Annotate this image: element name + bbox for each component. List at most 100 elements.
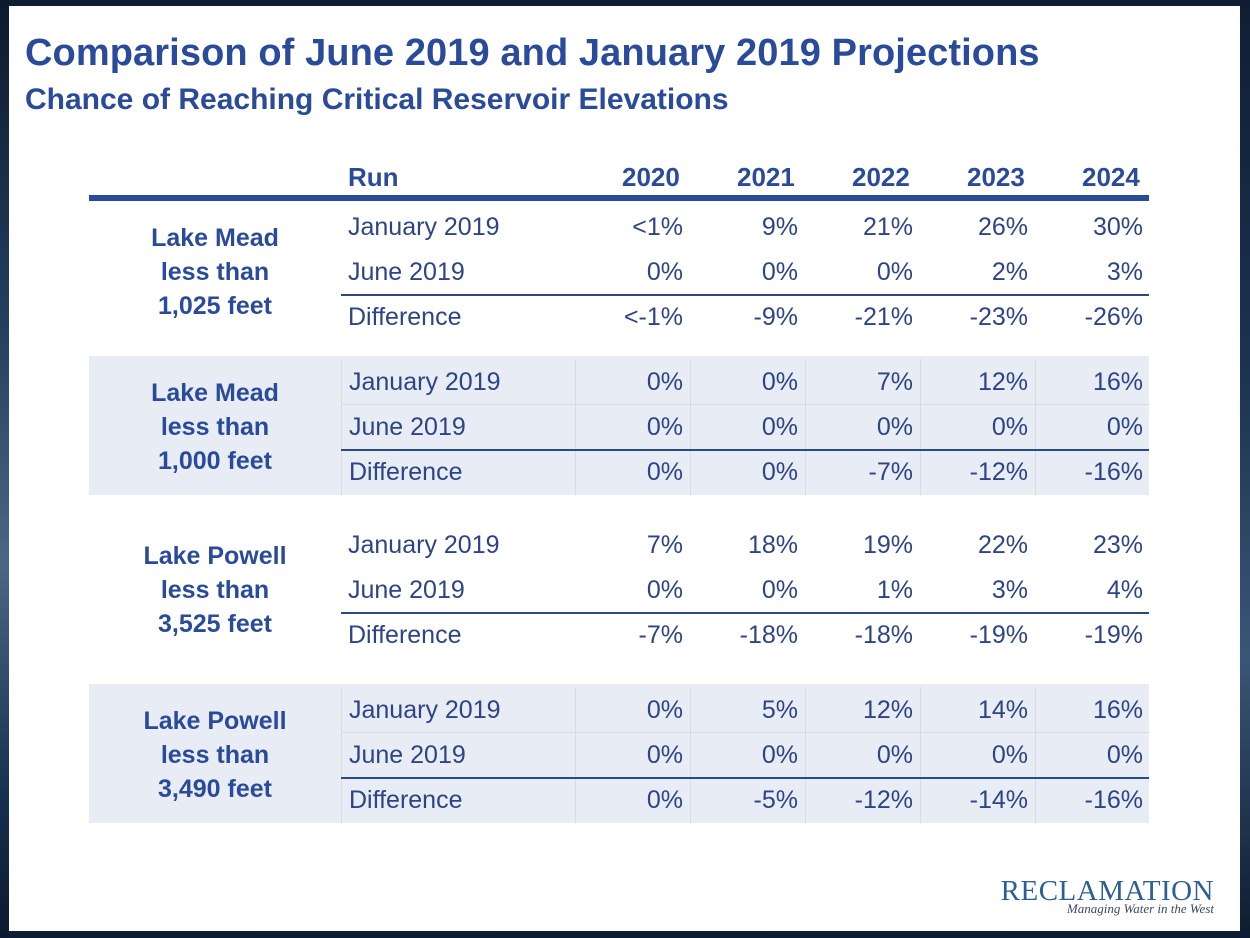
- value-cell: 19%: [862, 531, 913, 559]
- value-cell: 0%: [575, 359, 690, 405]
- slide-title: Comparison of June 2019 and January 2019…: [25, 32, 1040, 74]
- table-row: January 2019 0% 0% 7% 12% 16%: [341, 359, 1149, 405]
- run-label: June 2019: [341, 732, 575, 778]
- run-label: June 2019: [348, 576, 465, 604]
- header-run: Run: [348, 162, 399, 192]
- run-label: June 2019: [341, 404, 575, 450]
- value-cell: 0%: [1035, 732, 1150, 778]
- run-label: January 2019: [348, 213, 500, 241]
- group-label: Lake Powell less than 3,490 feet: [89, 704, 341, 806]
- table-row: June 2019 0% 0% 1% 3% 4%: [341, 567, 1149, 613]
- value-cell: 0%: [761, 576, 798, 604]
- value-cell: 0%: [920, 732, 1035, 778]
- group-label: Lake Mead less than 1,025 feet: [89, 221, 341, 323]
- table-header: Run 2020 2021 2022 2023 2024: [89, 156, 1149, 201]
- slide-panel: Comparison of June 2019 and January 2019…: [9, 6, 1240, 931]
- value-cell: -16%: [1035, 449, 1150, 495]
- value-cell: -18%: [739, 621, 798, 649]
- difference-rule: [341, 449, 1149, 451]
- run-label: January 2019: [341, 687, 575, 733]
- value-cell: 0%: [761, 258, 798, 286]
- value-cell: 0%: [575, 404, 690, 450]
- group-label-line: Lake Mead: [151, 379, 279, 407]
- value-cell: 0%: [920, 404, 1035, 450]
- value-cell: 0%: [805, 404, 920, 450]
- value-cell: 1%: [876, 576, 913, 604]
- header-year-2024: 2024: [1082, 162, 1140, 192]
- value-cell: 0%: [690, 732, 805, 778]
- group-label-line: less than: [160, 413, 270, 441]
- group-label-line: 3,490 feet: [158, 775, 272, 803]
- group-label-line: less than: [160, 741, 270, 769]
- value-cell: 0%: [690, 359, 805, 405]
- value-cell: 14%: [920, 687, 1035, 733]
- run-label: January 2019: [348, 531, 500, 559]
- value-cell: 5%: [690, 687, 805, 733]
- value-cell: 4%: [1106, 576, 1143, 604]
- value-cell: -7%: [638, 621, 683, 649]
- table-row: January 2019 <1% 9% 21% 26% 30%: [341, 204, 1149, 250]
- table-row: January 2019 0% 5% 12% 14% 16%: [341, 687, 1149, 733]
- value-cell: <-1%: [623, 303, 683, 331]
- value-cell: -7%: [805, 449, 920, 495]
- run-label: Difference: [348, 621, 462, 649]
- value-cell: 0%: [690, 449, 805, 495]
- value-cell: -5%: [690, 777, 805, 823]
- table-row: June 2019 0% 0% 0% 0% 0%: [341, 404, 1149, 450]
- group-label-line: Lake Powell: [143, 542, 287, 570]
- run-label: Difference: [348, 303, 462, 331]
- group-label-line: Lake Powell: [143, 707, 287, 735]
- value-cell: 0%: [876, 258, 913, 286]
- group-label-line: Lake Mead: [151, 224, 279, 252]
- run-label: January 2019: [341, 359, 575, 405]
- table-row: June 2019 0% 0% 0% 2% 3%: [341, 249, 1149, 295]
- group-label-line: 1,000 feet: [158, 447, 272, 475]
- value-cell: -26%: [1084, 303, 1143, 331]
- table-row: Difference 0% 0% -7% -12% -16%: [341, 449, 1149, 495]
- value-cell: 0%: [575, 449, 690, 495]
- header-rule: [89, 195, 1149, 201]
- group-label-line: 3,525 feet: [158, 610, 272, 638]
- value-cell: 22%: [977, 531, 1028, 559]
- header-year-2021: 2021: [737, 162, 795, 192]
- difference-rule: [341, 612, 1149, 614]
- value-cell: 7%: [646, 531, 683, 559]
- logo-name: RECLAMATION: [1000, 875, 1214, 907]
- value-cell: -9%: [753, 303, 798, 331]
- value-cell: -21%: [854, 303, 913, 331]
- value-cell: 2%: [991, 258, 1028, 286]
- table-row: Difference <-1% -9% -21% -23% -26%: [341, 294, 1149, 340]
- value-cell: <1%: [632, 213, 683, 241]
- reclamation-logo: RECLAMATION Managing Water in the West: [1001, 876, 1214, 917]
- value-cell: 12%: [920, 359, 1035, 405]
- value-cell: 16%: [1035, 359, 1150, 405]
- table-group: Lake Powell less than 3,490 feet January 20…: [89, 684, 1149, 823]
- table-group: Lake Mead less than 1,000 feet January 2019…: [89, 356, 1149, 495]
- slide-subtitle: Chance of Reaching Critical Reservoir El…: [25, 83, 729, 116]
- header-year-2023: 2023: [967, 162, 1025, 192]
- value-cell: -12%: [805, 777, 920, 823]
- value-cell: 0%: [646, 576, 683, 604]
- group-label-line: less than: [160, 258, 270, 286]
- group-label: Lake Powell less than 3,525 feet: [89, 539, 341, 641]
- table-row: Difference -7% -18% -18% -19% -19%: [341, 612, 1149, 658]
- value-cell: -12%: [920, 449, 1035, 495]
- value-cell: -16%: [1035, 777, 1150, 823]
- logo-tagline: Managing Water in the West: [1066, 901, 1214, 916]
- table-group: Lake Powell less than 3,525 feet January 20…: [89, 519, 1149, 659]
- value-cell: 30%: [1092, 213, 1143, 241]
- group-label-line: 1,025 feet: [158, 292, 272, 320]
- value-cell: 0%: [646, 258, 683, 286]
- value-cell: 0%: [575, 687, 690, 733]
- value-cell: -14%: [920, 777, 1035, 823]
- group-label: Lake Mead less than 1,000 feet: [89, 376, 341, 478]
- group-label-line: less than: [160, 576, 270, 604]
- value-cell: 9%: [761, 213, 798, 241]
- value-cell: 23%: [1092, 531, 1143, 559]
- projection-table: Run 2020 2021 2022 2023 2024 Lake Mead le…: [89, 156, 1149, 823]
- value-cell: 0%: [690, 404, 805, 450]
- value-cell: 16%: [1035, 687, 1150, 733]
- value-cell: 3%: [991, 576, 1028, 604]
- run-label: Difference: [341, 777, 575, 823]
- run-label: Difference: [341, 449, 575, 495]
